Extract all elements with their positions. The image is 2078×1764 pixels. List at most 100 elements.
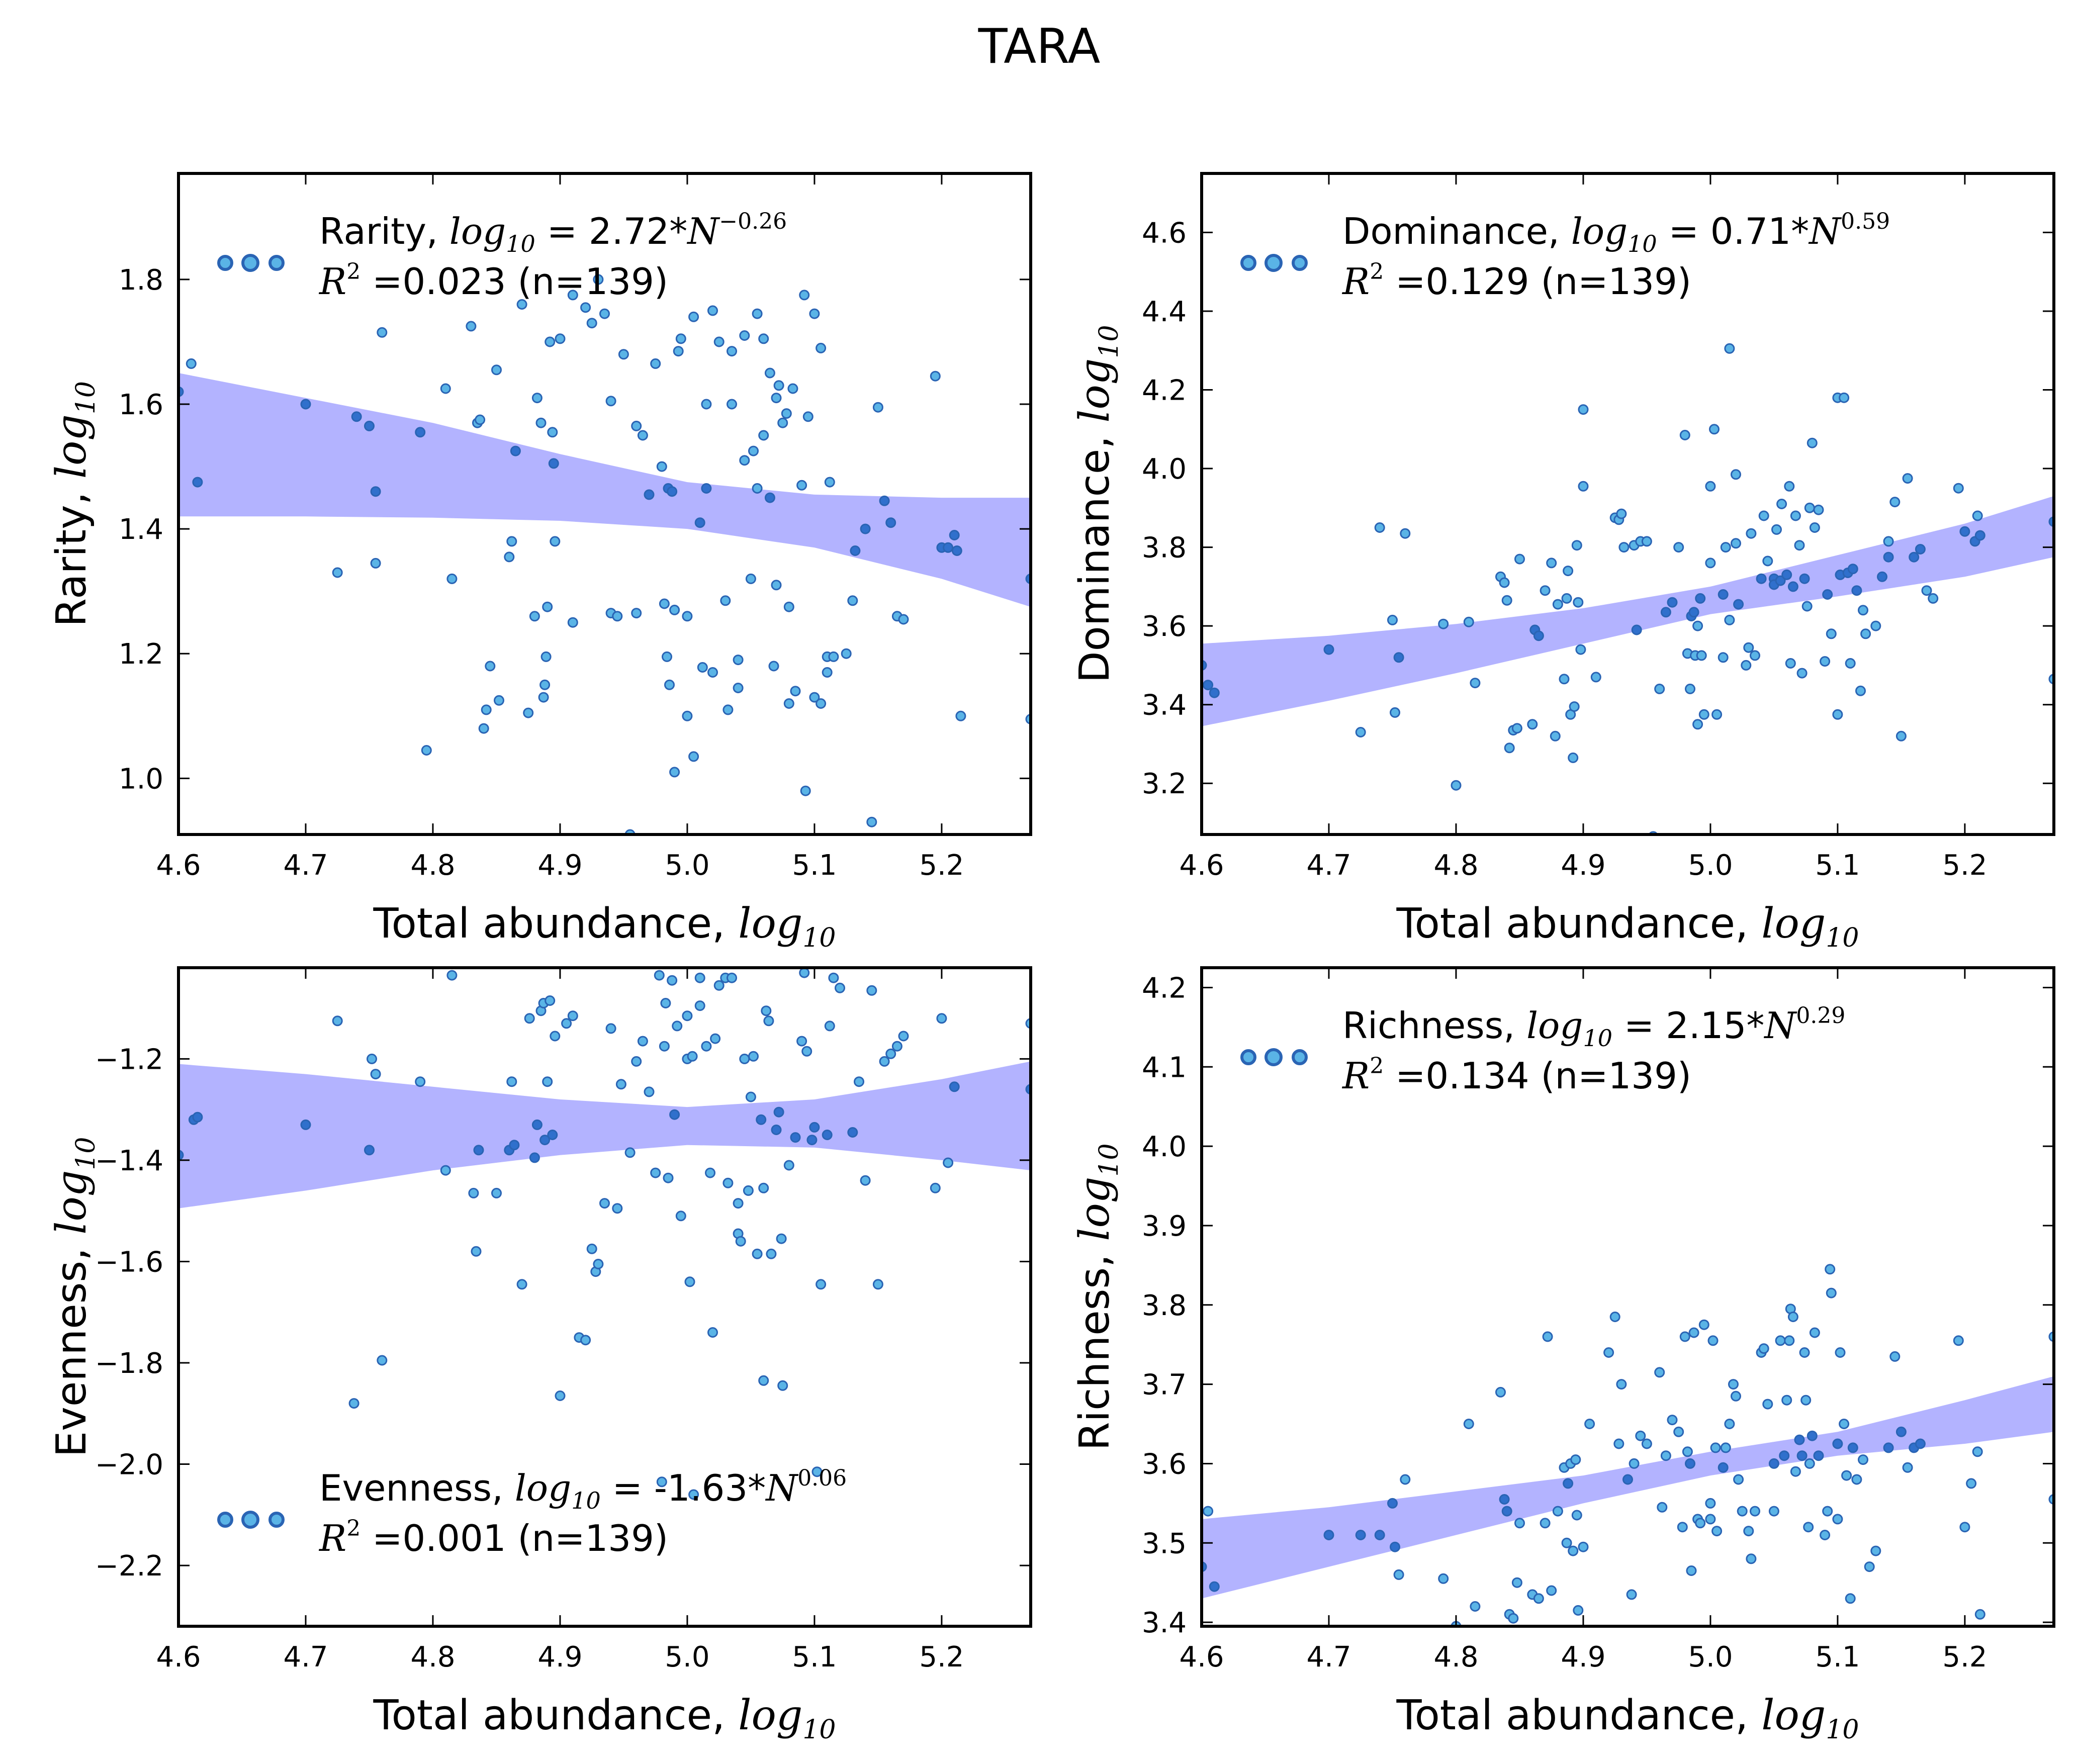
confidence-band xyxy=(1202,1376,2054,1599)
data-point xyxy=(1511,1577,1522,1588)
data-point xyxy=(752,308,763,319)
data-point xyxy=(660,998,671,1008)
data-point xyxy=(1451,780,1462,791)
data-point xyxy=(659,1041,670,1052)
data-point xyxy=(494,695,504,706)
data-point xyxy=(631,608,642,619)
data-point xyxy=(1921,585,1932,596)
data-point xyxy=(1801,601,1813,612)
data-point xyxy=(605,396,616,407)
data-point xyxy=(1542,1331,1553,1342)
data-point xyxy=(539,679,551,690)
data-point xyxy=(1758,510,1769,521)
y-tick-label: 1.2 xyxy=(119,638,163,671)
x-axis-label-text: Total abundance, xyxy=(1396,1692,1761,1739)
y-tick-label: 1.6 xyxy=(119,389,163,421)
data-point xyxy=(898,614,909,625)
data-point xyxy=(1813,1450,1824,1461)
data-point xyxy=(1750,650,1760,661)
data-point xyxy=(1570,1454,1581,1465)
legend-r-squared: 2 xyxy=(346,259,360,285)
data-point xyxy=(1682,1446,1693,1457)
y-tick-label: 1.0 xyxy=(119,763,163,795)
x-axis-label-log: log xyxy=(738,1692,802,1739)
data-point xyxy=(1561,1537,1572,1548)
x-tick-label: 5.1 xyxy=(792,1641,837,1674)
data-point xyxy=(1718,1462,1729,1473)
data-point xyxy=(631,1056,642,1067)
data-point xyxy=(1540,585,1551,596)
data-point xyxy=(506,536,517,547)
data-point xyxy=(1832,1438,1843,1449)
data-point xyxy=(1883,551,1894,563)
x-tick-label: 4.9 xyxy=(537,1641,582,1674)
data-point xyxy=(790,686,801,697)
legend-exponent: 0.59 xyxy=(1841,209,1890,234)
legend-r-squared: 2 xyxy=(1370,259,1384,285)
data-point xyxy=(473,1145,484,1156)
richness-panel: 4.6 4.7 4.8 4.9 5.0 5.1 5.2 3.4 3.5 3.6 3.7 3.8 3.9 4… xyxy=(1071,966,2055,1745)
x-axis-label: Total abundance, log10 xyxy=(1396,1692,1859,1745)
data-point xyxy=(713,980,725,991)
data-point xyxy=(675,333,686,344)
legend-r2-value: =0.129 (n=139) xyxy=(1384,260,1691,303)
data-point xyxy=(1561,593,1572,604)
data-point xyxy=(955,710,966,721)
data-point xyxy=(186,358,197,369)
data-point xyxy=(624,1147,636,1158)
data-point xyxy=(1641,536,1652,547)
data-point xyxy=(1728,1379,1739,1390)
data-point xyxy=(783,1160,794,1171)
data-point xyxy=(949,1081,960,1092)
data-point xyxy=(644,489,655,500)
data-point xyxy=(1569,701,1580,712)
legend-n-symbol: N xyxy=(765,1467,799,1509)
data-point xyxy=(192,1111,203,1123)
data-point xyxy=(1626,1589,1637,1600)
data-point xyxy=(485,661,496,672)
data-point xyxy=(756,1114,767,1125)
data-point xyxy=(1390,1541,1400,1552)
data-point xyxy=(799,290,810,301)
data-point xyxy=(548,458,559,469)
data-point xyxy=(605,1023,616,1034)
legend-exponent: 0.06 xyxy=(797,1465,847,1491)
legend-metric-name: Rarity, xyxy=(319,210,449,252)
x-tick-label: 4.8 xyxy=(410,1641,455,1674)
data-point xyxy=(1578,481,1589,492)
data-point xyxy=(885,517,896,528)
legend-marker xyxy=(241,254,259,272)
legend-log: log xyxy=(449,210,506,252)
data-point xyxy=(1902,473,1913,484)
data-point xyxy=(688,311,699,322)
data-point xyxy=(192,477,203,488)
data-point xyxy=(1203,680,1214,691)
data-point xyxy=(781,408,792,419)
data-point xyxy=(550,536,561,547)
data-point xyxy=(1845,1593,1856,1604)
data-points xyxy=(1202,343,2054,834)
data-point xyxy=(567,617,578,628)
data-point xyxy=(1835,1347,1846,1358)
data-point xyxy=(529,1152,540,1163)
data-point xyxy=(1737,1506,1748,1517)
data-point xyxy=(1895,730,1907,741)
data-point xyxy=(593,1259,604,1269)
x-tick-label: 4.7 xyxy=(283,849,328,882)
legend-log: log xyxy=(1526,1004,1583,1047)
data-point xyxy=(1787,581,1798,592)
data-point xyxy=(1692,719,1703,730)
x-tick-label: 4.7 xyxy=(1306,849,1351,882)
data-point xyxy=(743,1185,754,1196)
data-point xyxy=(1660,1450,1671,1461)
data-point xyxy=(1552,599,1563,610)
data-point xyxy=(1501,595,1512,606)
data-point xyxy=(542,601,553,612)
data-point xyxy=(1889,497,1901,508)
evenness-panel: 4.6 4.7 4.8 4.9 5.0 5.1 5.2 −2.2 −2.0 −1.8 −1.6 −1.… xyxy=(48,966,1032,1745)
data-point xyxy=(1616,508,1627,519)
data-point xyxy=(1864,1561,1875,1572)
x-tick-label: 4.6 xyxy=(156,849,201,882)
data-point xyxy=(735,1236,746,1247)
data-point xyxy=(1809,1327,1820,1338)
